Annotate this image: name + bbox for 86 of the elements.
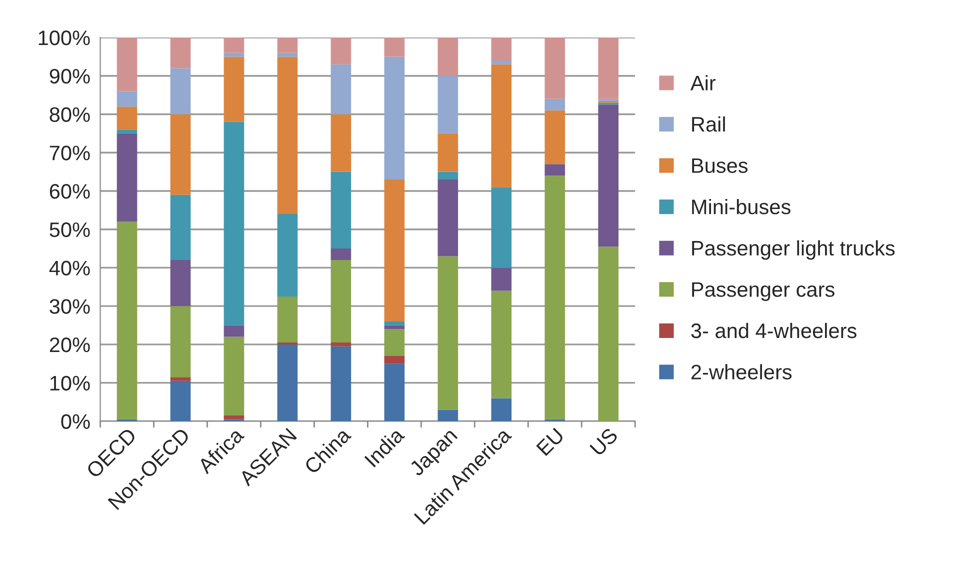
bar	[170, 114, 191, 195]
bar	[170, 68, 191, 114]
bar	[170, 377, 191, 381]
legend-label: Buses	[692, 158, 748, 174]
bar	[170, 260, 191, 306]
y-tick-label: 90%	[50, 68, 90, 84]
y-tick-label: 30%	[50, 299, 90, 314]
bar	[491, 290, 512, 398]
bar	[384, 329, 405, 356]
bar	[384, 364, 405, 422]
bar	[170, 306, 191, 378]
bar	[384, 179, 405, 322]
bar	[224, 415, 244, 420]
bar	[277, 214, 298, 297]
bar	[438, 172, 458, 180]
y-tick-label: 70%	[50, 146, 90, 160]
y-tick-label: 0%	[61, 414, 90, 429]
bar	[170, 194, 191, 260]
legend-label: Air	[690, 75, 716, 90]
bar	[491, 398, 512, 422]
bar	[438, 410, 458, 422]
bar	[438, 179, 458, 256]
bar	[224, 52, 244, 57]
bar	[277, 38, 298, 53]
bar	[491, 187, 512, 268]
legend-label: Passenger light trucks	[692, 240, 895, 260]
bar	[330, 38, 352, 64]
bar	[224, 38, 244, 53]
y-tick-label: 60%	[50, 184, 90, 199]
bar	[170, 38, 191, 68]
bar	[384, 325, 405, 330]
bar	[330, 114, 352, 172]
bar	[277, 344, 298, 422]
bar	[544, 110, 566, 164]
bar	[544, 164, 566, 176]
bar	[598, 104, 618, 247]
bar	[116, 38, 138, 92]
y-tick-label: 40%	[49, 260, 90, 276]
bar	[277, 52, 298, 57]
bar	[598, 38, 618, 99]
y-tick-label: 10%	[50, 376, 90, 391]
bar	[491, 64, 512, 188]
bar	[224, 122, 244, 326]
legend-label: Mini-buses	[692, 199, 790, 214]
legend-label: 3- and 4-wheelers	[691, 322, 856, 338]
bar	[438, 256, 458, 410]
y-tick-label: 50%	[50, 222, 90, 238]
bar	[438, 133, 458, 172]
bar	[330, 172, 352, 249]
x-tick-label: US	[589, 427, 618, 456]
bar	[384, 321, 405, 326]
bar	[384, 356, 405, 364]
bar	[544, 176, 566, 420]
bar	[224, 336, 244, 416]
bar	[116, 106, 138, 130]
bar	[491, 268, 512, 291]
bar	[277, 56, 298, 214]
bar	[384, 38, 405, 57]
bar	[277, 296, 298, 343]
bar	[330, 346, 352, 422]
y-tick-label: 20%	[50, 337, 90, 352]
bar	[491, 60, 512, 64]
bar	[116, 222, 138, 420]
bar	[224, 325, 244, 337]
bar	[330, 342, 352, 346]
bar	[544, 38, 566, 99]
bar	[330, 248, 352, 260]
bar	[116, 133, 138, 222]
x-tick-label: EU	[536, 428, 565, 456]
bar	[116, 130, 138, 134]
bar	[330, 260, 352, 343]
bar	[491, 38, 512, 61]
legend-label: 2-wheelers	[691, 364, 792, 380]
legend-label: Passenger cars	[692, 282, 834, 302]
legend-label: Rail	[692, 116, 725, 132]
bar	[384, 56, 405, 180]
bar	[438, 76, 458, 134]
bar	[116, 91, 138, 107]
y-tick-label: 80%	[50, 107, 90, 122]
bar	[544, 98, 566, 110]
bar	[170, 380, 191, 422]
bar	[224, 56, 244, 122]
bar	[330, 64, 352, 114]
bar	[598, 246, 618, 422]
y-tick-label: 100%	[38, 30, 90, 46]
bar	[438, 38, 458, 76]
